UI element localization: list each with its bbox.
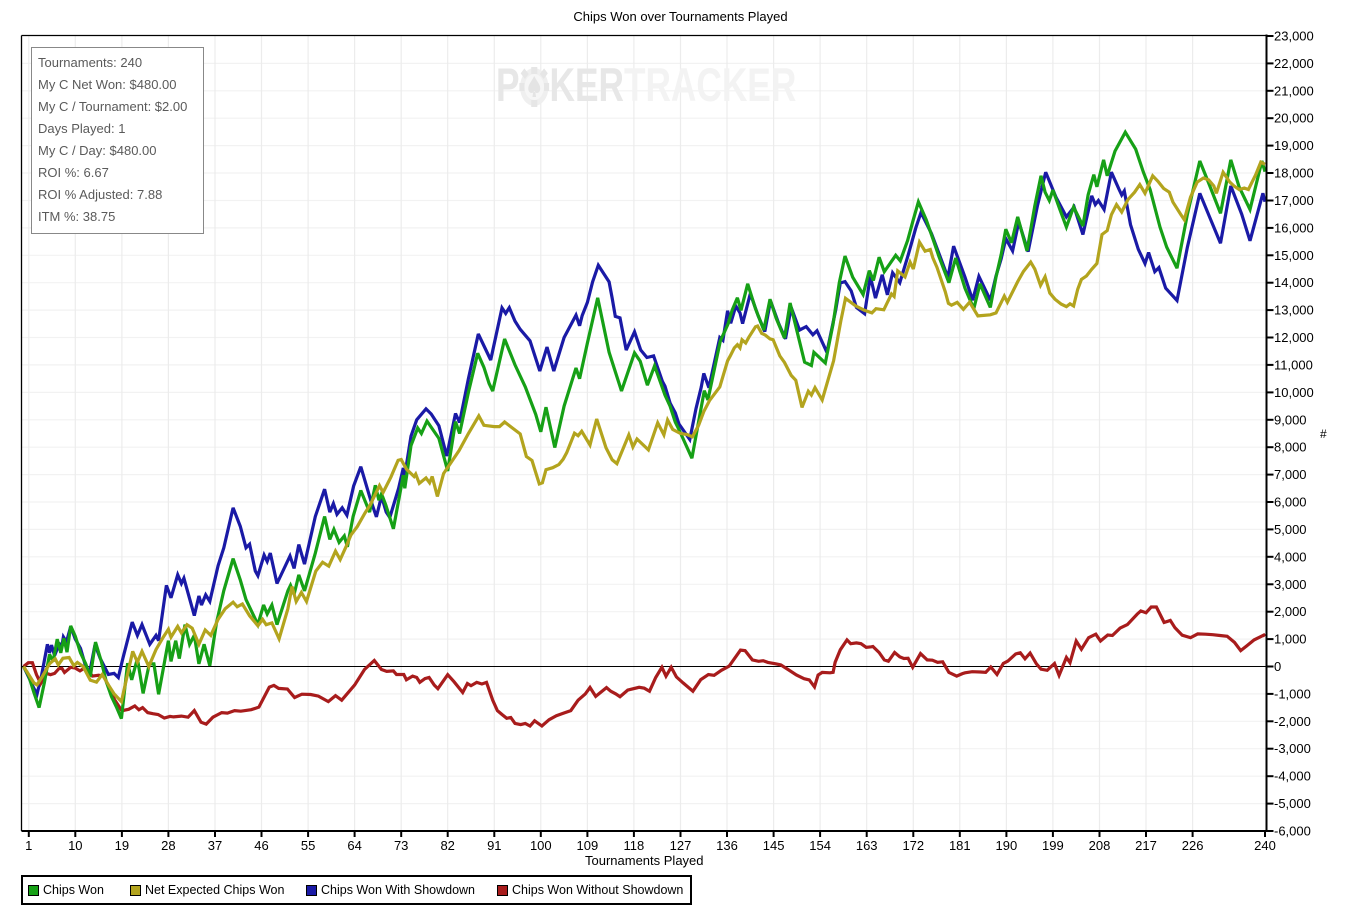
svg-text:226: 226 — [1182, 838, 1204, 853]
svg-text:28: 28 — [161, 838, 175, 853]
svg-text:208: 208 — [1089, 838, 1111, 853]
svg-text:37: 37 — [208, 838, 222, 853]
svg-text:-2,000: -2,000 — [1274, 714, 1311, 729]
svg-text:55: 55 — [301, 838, 315, 853]
svg-text:18,000: 18,000 — [1274, 166, 1314, 181]
svg-text:163: 163 — [856, 838, 878, 853]
svg-text:1: 1 — [25, 838, 32, 853]
svg-text:12,000: 12,000 — [1274, 330, 1314, 345]
svg-text:22,000: 22,000 — [1274, 56, 1314, 71]
svg-text:217: 217 — [1135, 838, 1157, 853]
svg-text:172: 172 — [902, 838, 924, 853]
svg-text:-3,000: -3,000 — [1274, 741, 1311, 756]
svg-text:19,000: 19,000 — [1274, 138, 1314, 153]
svg-text:181: 181 — [949, 838, 971, 853]
svg-text:136: 136 — [716, 838, 738, 853]
svg-text:46: 46 — [254, 838, 268, 853]
svg-text:19: 19 — [115, 838, 129, 853]
svg-text:3,000: 3,000 — [1274, 577, 1307, 592]
svg-text:13,000: 13,000 — [1274, 303, 1314, 318]
svg-text:190: 190 — [996, 838, 1018, 853]
svg-text:15,000: 15,000 — [1274, 248, 1314, 263]
svg-text:145: 145 — [763, 838, 785, 853]
svg-text:118: 118 — [624, 838, 645, 853]
svg-text:10: 10 — [68, 838, 82, 853]
svg-text:199: 199 — [1042, 838, 1064, 853]
svg-text:16,000: 16,000 — [1274, 220, 1314, 235]
svg-text:64: 64 — [347, 838, 361, 853]
svg-text:91: 91 — [487, 838, 501, 853]
svg-text:154: 154 — [809, 838, 831, 853]
svg-text:20,000: 20,000 — [1274, 111, 1314, 126]
svg-text:-4,000: -4,000 — [1274, 769, 1311, 784]
svg-text:-5,000: -5,000 — [1274, 796, 1311, 811]
svg-text:-6,000: -6,000 — [1274, 824, 1311, 839]
svg-text:9,000: 9,000 — [1274, 412, 1307, 427]
svg-text:0: 0 — [1274, 659, 1281, 674]
svg-text:21,000: 21,000 — [1274, 83, 1314, 98]
svg-text:240: 240 — [1254, 838, 1276, 853]
svg-text:10,000: 10,000 — [1274, 385, 1314, 400]
svg-text:6,000: 6,000 — [1274, 495, 1307, 510]
svg-text:100: 100 — [530, 838, 552, 853]
svg-text:73: 73 — [394, 838, 408, 853]
svg-text:2,000: 2,000 — [1274, 604, 1307, 619]
svg-text:17,000: 17,000 — [1274, 193, 1314, 208]
svg-text:-1,000: -1,000 — [1274, 686, 1311, 701]
svg-text:127: 127 — [670, 838, 692, 853]
svg-text:4,000: 4,000 — [1274, 549, 1307, 564]
svg-text:11,000: 11,000 — [1274, 357, 1313, 372]
svg-text:5,000: 5,000 — [1274, 522, 1307, 537]
svg-text:1,000: 1,000 — [1274, 632, 1307, 647]
svg-text:7,000: 7,000 — [1274, 467, 1307, 482]
svg-text:8,000: 8,000 — [1274, 440, 1307, 455]
svg-text:109: 109 — [577, 838, 599, 853]
svg-text:82: 82 — [440, 838, 454, 853]
svg-text:14,000: 14,000 — [1274, 275, 1314, 290]
svg-text:23,000: 23,000 — [1274, 29, 1314, 44]
